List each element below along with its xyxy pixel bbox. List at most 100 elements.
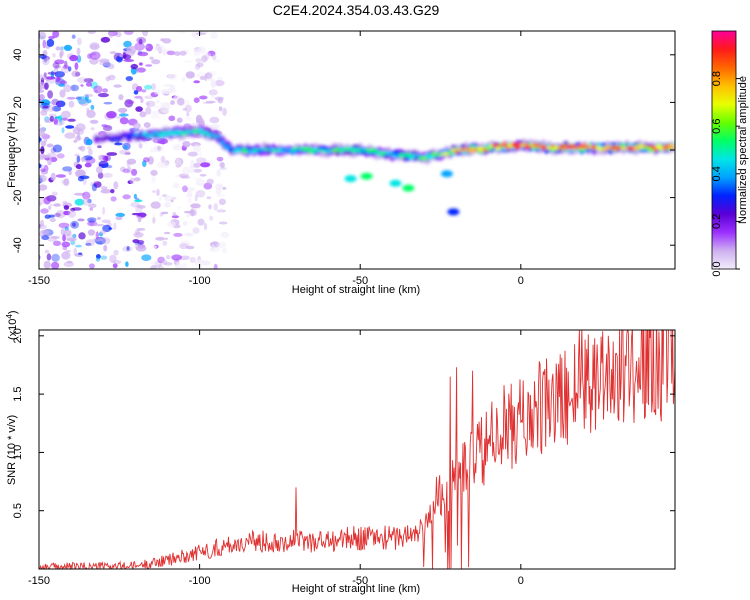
spectrogram-noise-blob — [179, 243, 189, 250]
spectrogram-noise-blob — [110, 189, 115, 194]
spectrogram-noise-blob — [186, 213, 190, 218]
spectrogram-noise-blob — [59, 89, 66, 98]
spectrogram-noise-blob — [126, 166, 132, 174]
spectrogram-noise-blob — [190, 160, 195, 164]
spectrogram-noise-blob — [77, 218, 85, 222]
spectrogram-ridge-cell — [427, 155, 435, 160]
spectrogram-noise-blob — [58, 83, 66, 87]
spectrogram-noise-blob — [141, 254, 152, 261]
spectrogram-noise-blob — [197, 218, 205, 226]
spectrogram-noise-blob — [187, 190, 193, 198]
snr-x-tick-label: -50 — [352, 575, 368, 587]
spectrogram-noise-blob — [164, 195, 173, 202]
spectrogram-noise-blob — [65, 125, 75, 129]
spectrogram-noise-blob — [94, 223, 105, 227]
spectrogram-noise-blob — [160, 211, 169, 215]
spectrogram-noise-blob — [118, 107, 128, 113]
spectrogram-noise-blob — [122, 194, 131, 200]
spectrogram-noise-blob — [137, 51, 149, 57]
spectrogram-noise-blob — [199, 95, 208, 100]
spectrogram-noise-blob — [218, 106, 223, 112]
spectrogram-noise-blob — [32, 248, 38, 252]
spectrogram-noise-blob — [51, 235, 60, 240]
spectrogram-noise-blob — [184, 60, 193, 63]
spectrogram-noise-blob — [208, 204, 212, 210]
spectrogram-noise-blob — [42, 57, 50, 66]
spectrogram-noise-blob — [106, 111, 117, 119]
spectrogram-ridge-cell — [100, 137, 107, 141]
spectrogram-noise-blob — [43, 196, 51, 205]
spectrogram-noise-blob — [138, 38, 143, 45]
spectrogram-noise-blob — [87, 198, 92, 204]
spectrogram-noise-blob — [49, 115, 54, 122]
spectrogram-noise-blob — [39, 254, 41, 261]
spectrogram-noise-blob — [145, 64, 153, 67]
spectrogram-noise-blob — [102, 88, 108, 93]
spectrogram-noise-blob — [209, 215, 214, 221]
spectrogram-noise-blob — [39, 198, 45, 205]
spectrogram-noise-blob — [32, 236, 37, 243]
spectrogram-noise-blob — [46, 143, 54, 148]
spectrogram-noise-blob — [199, 174, 207, 177]
spectrogram-noise-blob — [191, 32, 197, 38]
spectrogram-noise-blob — [97, 145, 102, 149]
spectrogram-noise-blob — [98, 160, 109, 169]
spectrogram-noise-blob — [99, 230, 107, 235]
spectrogram-noise-blob — [80, 84, 84, 87]
spectrogram-noise-blob — [54, 212, 61, 217]
spectrogram-noise-blob — [218, 221, 228, 225]
spectrogram-noise-blob — [69, 54, 78, 62]
spectrogram-ridge-fragment — [389, 179, 402, 187]
spectrogram-noise-blob — [165, 237, 168, 240]
spectrogram-noise-blob — [29, 69, 37, 76]
spectrogram-noise-blob — [77, 128, 85, 135]
spectrogram-noise-blob — [174, 157, 184, 166]
snr-y-tick-label: 1.0 — [12, 445, 24, 460]
spectrogram-noise-blob — [33, 64, 37, 68]
spectrogram-noise-blob — [75, 164, 82, 170]
spectrogram-noise-blob — [216, 169, 222, 177]
spectrogram-noise-blob — [125, 261, 129, 268]
spectrogram-noise-blob — [160, 155, 166, 163]
spectrogram-ridge-cell — [556, 147, 563, 150]
spectrogram-noise-blob — [219, 162, 225, 168]
spectrogram-noise-blob — [161, 259, 168, 265]
spectrogram-noise-blob — [145, 100, 156, 108]
spectrogram-noise-blob — [163, 231, 171, 235]
spectrogram-noise-blob — [210, 31, 219, 40]
spectrogram-noise-blob — [193, 97, 200, 103]
spectrogram-noise-blob — [129, 177, 135, 185]
spectrogram-noise-blob — [66, 96, 76, 100]
spectrogram-noise-blob — [157, 256, 165, 263]
spectrogram-noise-blob — [199, 75, 206, 81]
spectrogram-ridge — [93, 124, 675, 216]
spectrogram-ridge-fragment — [447, 208, 460, 216]
spectrogram-noise-blob — [51, 261, 60, 269]
spectrogram-x-tick-label: 0 — [518, 275, 524, 287]
spectrogram-noise-blob — [48, 205, 52, 210]
spectrogram-noise-blob — [83, 78, 94, 83]
spectrogram-noise-blob — [55, 46, 62, 51]
spectrogram-noise-blob — [193, 80, 200, 84]
spectrogram-ridge-cell — [604, 145, 611, 150]
spectrogram-noise-blob — [60, 228, 65, 236]
spectrogram-noise-blob — [151, 175, 156, 183]
spectrogram-noise-blob — [39, 184, 48, 191]
spectrogram-noise-blob — [28, 40, 38, 45]
spectrogram-noise-blob — [31, 100, 38, 104]
spectrogram-noise-blob — [89, 207, 94, 211]
spectrogram-noise-blob — [93, 180, 98, 184]
spectrogram-noise-blob — [63, 84, 72, 93]
spectrogram-noise-blob — [122, 245, 133, 252]
spectrogram-noise-blob — [194, 259, 206, 267]
spectrogram-noise-blob — [55, 210, 66, 219]
spectrogram-noise-blob — [76, 155, 81, 163]
spectrogram-noise-blob — [99, 160, 107, 167]
spectrogram-noise-blob — [60, 110, 71, 119]
spectrogram-noise-blob — [147, 156, 154, 165]
spectrogram-noise-blob — [72, 234, 77, 239]
spectrogram-noise-blob — [63, 205, 70, 210]
spectrogram-noise-blob — [113, 84, 122, 88]
snr-y-ticks: 0.5 1.0 1.5 2.0 — [12, 328, 675, 518]
spectrogram-ridge-cell — [501, 142, 508, 147]
